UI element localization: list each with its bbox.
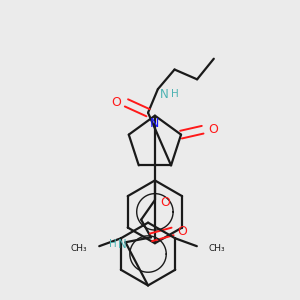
Text: H: H <box>109 239 117 249</box>
Text: H: H <box>171 89 178 99</box>
Text: CH₃: CH₃ <box>208 244 225 253</box>
Text: O: O <box>112 96 122 110</box>
Text: N: N <box>160 88 169 100</box>
Text: O: O <box>160 196 170 208</box>
Text: N: N <box>118 238 127 251</box>
Text: N: N <box>150 117 160 130</box>
Text: CH₃: CH₃ <box>71 244 88 253</box>
Text: O: O <box>178 225 187 238</box>
Text: O: O <box>208 123 218 136</box>
